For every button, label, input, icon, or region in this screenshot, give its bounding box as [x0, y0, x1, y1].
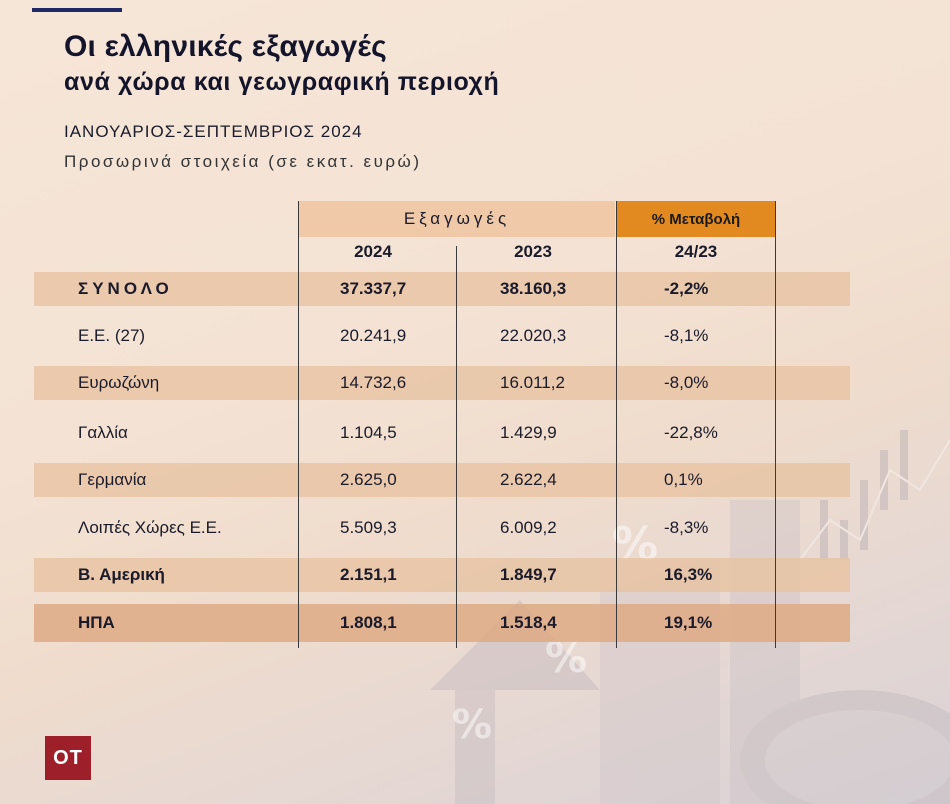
value-2024: 37.337,7: [340, 279, 407, 298]
page-title: Οι ελληνικές εξαγωγές: [64, 30, 387, 63]
value-change: -8,3%: [664, 518, 709, 537]
value-change: -22,8%: [664, 423, 718, 442]
value-2024: 2.625,0: [340, 470, 397, 489]
table-row: Ε.Ε. (27) 20.241,9 22.020,3 -8,1%: [34, 319, 850, 353]
value-2024: 5.509,3: [340, 518, 397, 537]
value-2023: 22.020,3: [500, 326, 567, 345]
row-label: ΗΠΑ: [78, 613, 115, 632]
period-label: ΙΑΝΟΥΑΡΙΟΣ-ΣΕΠΤΕΜΒΡΙΟΣ 2024: [64, 122, 363, 141]
table-row: Γερμανία 2.625,0 2.622,4 0,1%: [34, 463, 850, 497]
value-2023: 1.849,7: [500, 565, 557, 584]
row-label: Ευρωζώνη: [78, 373, 160, 392]
value-change: 0,1%: [664, 470, 703, 489]
value-2024: 20.241,9: [340, 326, 407, 345]
background-percent-3: %: [452, 702, 492, 748]
value-2024: 2.151,1: [340, 565, 397, 584]
units-note: Προσωρινά στοιχεία (σε εκατ. ευρώ): [64, 152, 422, 171]
table-row: Β. Αμερική 2.151,1 1.849,7 16,3%: [34, 558, 850, 592]
change-group-header: % Μεταβολή: [617, 201, 775, 237]
value-2024: 14.732,6: [340, 373, 407, 392]
value-2023: 1.429,9: [500, 423, 557, 442]
ot-logo: ΟΤ: [45, 736, 91, 780]
value-2024: 1.104,5: [340, 423, 397, 442]
row-label: Γαλλία: [78, 423, 128, 442]
table-divider-left: [298, 201, 299, 648]
value-2023: 6.009,2: [500, 518, 557, 537]
row-label: Γερμανία: [78, 470, 147, 489]
value-change: -8,1%: [664, 326, 709, 345]
value-change: 16,3%: [664, 565, 713, 584]
column-header-2023: 2023: [514, 242, 552, 261]
page-subtitle: ανά χώρα και γεωγραφική περιοχή: [64, 68, 500, 96]
table-row: Ευρωζώνη 14.732,6 16.011,2 -8,0%: [34, 366, 850, 400]
row-label: Β. Αμερική: [78, 565, 165, 584]
column-header-change: 24/23: [674, 242, 718, 261]
value-change: 19,1%: [664, 613, 713, 632]
row-label: ΣΥΝΟΛΟ: [78, 279, 173, 298]
exports-group-header: Εξαγωγές: [299, 201, 615, 237]
table-row: Λοιπές Χώρες Ε.Ε. 5.509,3 6.009,2 -8,3%: [34, 511, 850, 545]
value-2023: 16.011,2: [500, 373, 565, 392]
value-2023: 38.160,3: [500, 279, 567, 298]
column-header-2024: 2024: [354, 242, 392, 261]
value-2023: 1.518,4: [500, 613, 557, 632]
row-label: Ε.Ε. (27): [78, 326, 146, 345]
table-divider-mid: [456, 246, 457, 648]
value-2023: 2.622,4: [500, 470, 557, 489]
value-2024: 1.808,1: [340, 613, 397, 632]
table-divider-change-left: [616, 201, 617, 648]
table-row: ΗΠΑ 1.808,1 1.518,4 19,1%: [34, 604, 850, 642]
value-change: -8,0%: [664, 373, 709, 392]
table-divider-right: [775, 201, 776, 648]
value-change: -2,2%: [664, 279, 709, 298]
top-accent-rule: [32, 8, 122, 12]
row-label: Λοιπές Χώρες Ε.Ε.: [78, 518, 222, 537]
table-row: Γαλλία 1.104,5 1.429,9 -22,8%: [34, 416, 850, 450]
table-row: ΣΥΝΟΛΟ 37.337,7 38.160,3 -2,2%: [34, 272, 850, 306]
